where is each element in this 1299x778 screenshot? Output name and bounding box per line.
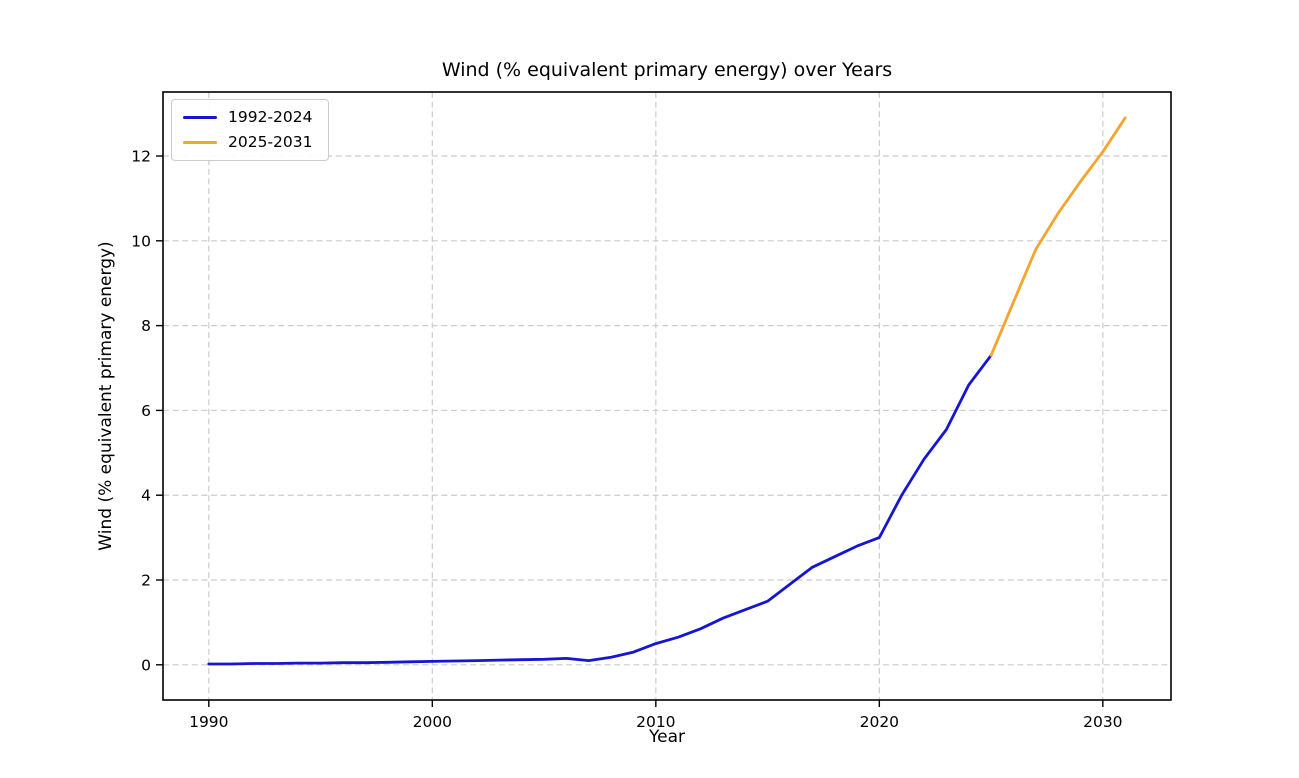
x-tick-label: 1990 xyxy=(189,713,228,731)
y-tick-label: 0 xyxy=(141,656,151,674)
legend-label-forecast: 2025-2031 xyxy=(228,133,313,151)
x-tick-label: 2020 xyxy=(860,713,899,731)
x-tick-label: 2030 xyxy=(1083,713,1122,731)
legend-line-swatch-forecast xyxy=(183,141,217,144)
y-tick-label: 8 xyxy=(141,317,151,335)
y-tick-label: 12 xyxy=(131,148,151,166)
y-tick-label: 6 xyxy=(141,402,151,420)
y-tick-label: 10 xyxy=(131,232,151,250)
y-axis-label: Wind (% equivalent primary energy) xyxy=(96,241,116,551)
legend-line-swatch-historical xyxy=(183,116,217,119)
y-tick-label: 2 xyxy=(141,572,151,590)
plot-border xyxy=(162,91,1172,701)
legend-item-historical: 1992-2024 xyxy=(183,108,313,127)
x-axis-label: Year xyxy=(649,727,685,747)
legend-item-forecast: 2025-2031 xyxy=(183,133,313,152)
legend: 1992-2024 2025-2031 xyxy=(171,99,329,161)
x-tick-label: 2000 xyxy=(413,713,452,731)
chart-title: Wind (% equivalent primary energy) over … xyxy=(441,59,893,81)
x-tick-label: 2010 xyxy=(636,713,675,731)
y-tick-label: 4 xyxy=(141,487,151,505)
series-line-2 xyxy=(989,116,1127,357)
series-line-1 xyxy=(207,353,993,666)
legend-label-historical: 1992-2024 xyxy=(228,108,313,126)
